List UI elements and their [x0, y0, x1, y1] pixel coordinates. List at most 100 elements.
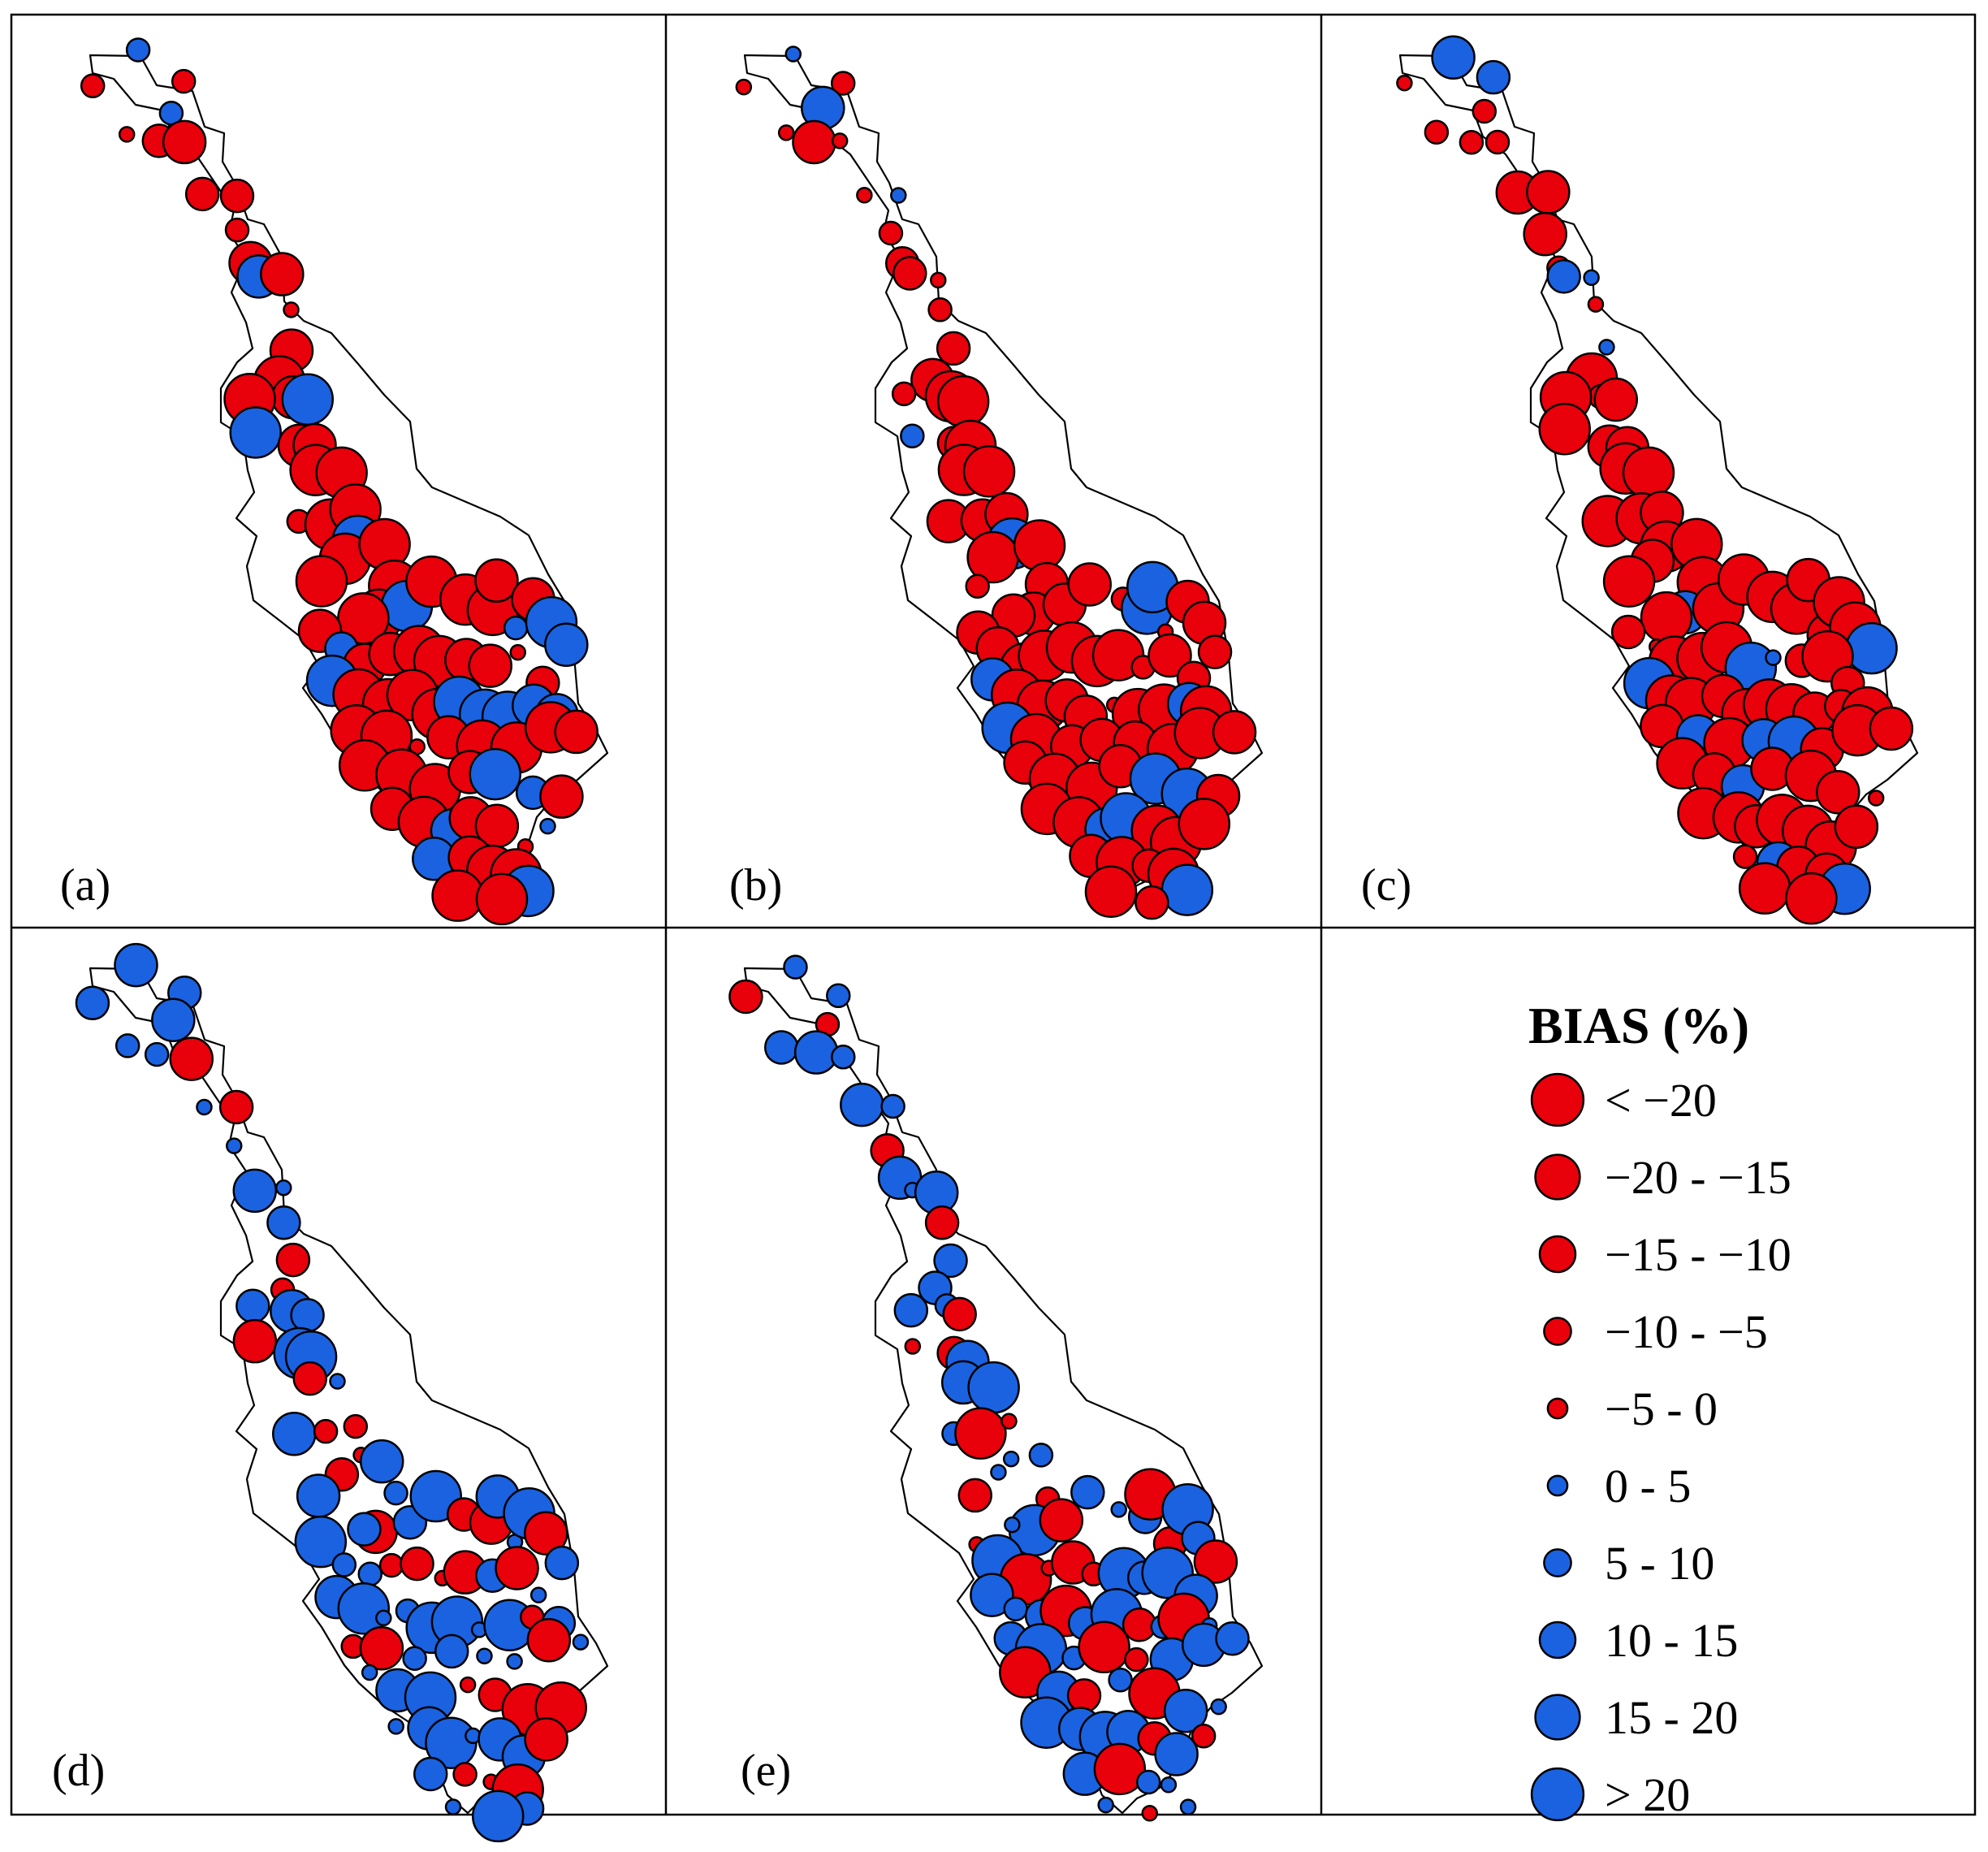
station-marker: [1178, 798, 1231, 850]
station-marker: [1134, 885, 1169, 920]
station-marker: [1396, 74, 1413, 92]
station-marker: [169, 1036, 214, 1081]
station-marker: [930, 271, 947, 289]
station-marker: [281, 373, 335, 426]
station-marker: [495, 1546, 539, 1590]
station-marker: [544, 1545, 580, 1581]
panel-grid: [10, 13, 1977, 1816]
station-marker: [1593, 377, 1639, 422]
legend-symbol: [1534, 1694, 1581, 1741]
station-marker: [1587, 296, 1605, 313]
station-marker: [1124, 1646, 1149, 1672]
station-marker: [1110, 1501, 1127, 1518]
station-marker: [1154, 1732, 1199, 1776]
station-marker: [475, 872, 529, 926]
station-marker: [990, 1464, 1007, 1481]
legend-symbol: [1534, 1153, 1581, 1201]
station-marker: [1067, 562, 1112, 607]
station-marker: [357, 1561, 383, 1586]
station-marker: [1108, 1667, 1133, 1693]
station-marker: [1002, 1450, 1020, 1468]
map-panel-a: [80, 37, 609, 926]
station-marker: [1212, 710, 1257, 755]
station-marker: [468, 643, 512, 688]
legend-item: −5 - 0: [1546, 1383, 1718, 1435]
station-marker: [171, 68, 197, 94]
station-marker: [434, 1633, 469, 1669]
station-marker: [1538, 403, 1591, 456]
station-marker: [784, 45, 802, 63]
map-panel-b: [735, 45, 1264, 920]
station-marker: [503, 615, 529, 641]
panel-label-a: (a): [60, 860, 110, 911]
station-marker: [1179, 1798, 1197, 1815]
legend-label: 0 - 5: [1605, 1460, 1691, 1512]
station-marker: [830, 71, 856, 96]
station-marker: [1193, 1539, 1238, 1584]
station-marker: [118, 126, 136, 143]
station-marker: [1066, 1678, 1102, 1713]
station-marker: [891, 381, 917, 407]
station-marker: [151, 997, 196, 1042]
station-marker: [260, 252, 305, 296]
legend-symbol: [1546, 1474, 1569, 1497]
station-marker: [125, 37, 151, 63]
station-marker: [1093, 1742, 1147, 1796]
station-marker: [840, 1082, 884, 1127]
station-marker: [783, 954, 808, 980]
station-marker: [1472, 98, 1497, 124]
station-marker: [933, 1243, 968, 1279]
station-marker: [1476, 59, 1511, 95]
station-marker: [272, 1411, 317, 1456]
station-marker: [1000, 1413, 1018, 1430]
station-marker: [361, 1664, 378, 1681]
station-marker: [343, 1413, 369, 1439]
station-marker: [1523, 211, 1567, 257]
station-marker: [378, 1552, 404, 1578]
station-marker: [1785, 872, 1838, 925]
station-marker: [1424, 119, 1450, 145]
station-marker: [831, 1045, 856, 1070]
station-marker: [1147, 633, 1192, 678]
station-marker: [793, 1030, 839, 1075]
station-marker: [1163, 1688, 1208, 1733]
station-marker: [476, 1647, 493, 1664]
station-marker: [1598, 339, 1615, 356]
station-marker: [529, 1586, 547, 1603]
station-marker: [331, 1552, 357, 1577]
legend-label: 15 - 20: [1605, 1691, 1738, 1744]
station-marker: [904, 1338, 922, 1355]
station-marker: [900, 423, 925, 448]
station-marker: [526, 1617, 572, 1663]
legend-item: > 20: [1530, 1767, 1690, 1822]
station-marker: [936, 331, 971, 366]
station-marker: [831, 132, 849, 149]
station-marker: [539, 817, 556, 835]
station-marker: [329, 1373, 346, 1390]
station-marker: [290, 1297, 325, 1333]
station-marker: [474, 558, 519, 603]
station-marker: [471, 1789, 525, 1843]
station-marker: [924, 1205, 960, 1240]
station-marker: [313, 1418, 339, 1444]
station-marker: [296, 1473, 341, 1518]
legend-item: 15 - 20: [1534, 1691, 1738, 1744]
station-marker: [1013, 519, 1066, 572]
station-marker: [1610, 614, 1646, 650]
station-marker: [544, 622, 589, 667]
station-marker: [880, 1093, 905, 1119]
station-marker: [942, 1296, 977, 1332]
station-marker: [1197, 634, 1233, 669]
station-marker: [1078, 1620, 1130, 1674]
station-marker: [347, 1512, 382, 1547]
station-marker: [431, 869, 484, 922]
station-marker: [80, 73, 106, 98]
station-marker: [469, 747, 521, 801]
station-marker: [506, 1653, 523, 1670]
station-marker: [957, 1478, 993, 1513]
map-panel-e: [728, 954, 1264, 1822]
legend-item: 5 - 10: [1543, 1537, 1714, 1590]
station-marker: [1135, 1769, 1161, 1795]
station-marker: [792, 119, 836, 165]
